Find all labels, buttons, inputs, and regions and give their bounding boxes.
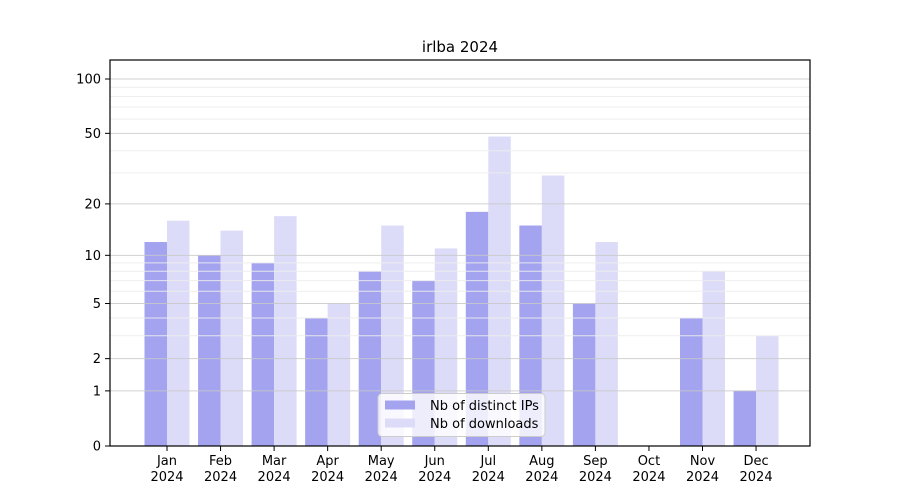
bar-distinct-ips-dec [733,390,757,446]
y-tick-label: 5 [93,297,101,312]
x-tick-label-month: May [368,454,395,469]
x-tick-label-year: 2024 [150,470,183,485]
legend: Nb of distinct IPs Nb of downloads [377,393,546,437]
x-tick-label-month: Feb [209,454,232,469]
x-tick-label-year: 2024 [472,470,505,485]
gridlines-layer [110,78,810,392]
x-tick-label-year: 2024 [204,470,237,485]
y-tick-label: 10 [84,249,101,264]
legend-label-distinct-ips: Nb of distinct IPs [430,399,539,414]
bar-downloads-feb [220,230,244,446]
bar-downloads-mar [274,216,297,446]
x-tick-label-year: 2024 [258,470,291,485]
chart-title: irlba 2024 [422,38,498,56]
x-tick-label-year: 2024 [365,470,398,485]
x-tick-label-month: Mar [262,454,287,469]
bar-distinct-ips-feb [198,255,221,446]
bar-distinct-ips-apr [305,318,328,446]
x-tick-label-year: 2024 [418,470,451,485]
y-tick-label: 0 [93,440,101,455]
x-tick-label-month: Jan [156,454,177,469]
x-tick-label-month: Jun [424,454,445,469]
bar-distinct-ips-nov [680,318,703,446]
legend-box [377,393,546,437]
bar-downloads-jan [167,220,190,446]
bar-distinct-ips-mar [251,262,275,446]
axes-layer: 0125102050100Jan2024Feb2024Mar2024Apr202… [76,59,811,485]
x-tick-label-month: Nov [690,454,716,469]
x-tick-label-year: 2024 [525,470,558,485]
x-tick-label-year: 2024 [686,470,719,485]
legend-swatch-downloads [385,418,415,428]
y-tick-label: 1 [93,384,101,399]
bar-downloads-aug [541,175,565,446]
y-tick-label: 50 [84,127,101,142]
bar-downloads-apr [327,303,351,446]
bar-distinct-ips-jul [465,211,489,446]
x-tick-label-month: Oct [638,454,660,469]
bar-distinct-ips-jan [144,242,167,446]
x-tick-label-month: Jul [479,454,496,469]
y-tick-label: 20 [84,197,101,212]
y-tick-label: 100 [76,73,101,88]
plot-border [109,59,811,447]
x-tick-label-year: 2024 [740,470,773,485]
y-tick-label: 2 [93,352,101,367]
x-tick-label-year: 2024 [311,470,344,485]
x-tick-label-month: Sep [583,454,608,469]
bar-downloads-sep [595,242,618,446]
x-tick-label-month: Aug [529,454,554,469]
x-tick-label-month: Apr [316,454,339,469]
x-tick-label-year: 2024 [579,470,612,485]
legend-label-downloads: Nb of downloads [430,417,539,432]
legend-swatch-distinct-ips [385,400,415,410]
x-tick-label-month: Dec [743,454,768,469]
bar-distinct-ips-sep [572,303,596,446]
x-tick-label-year: 2024 [632,470,665,485]
